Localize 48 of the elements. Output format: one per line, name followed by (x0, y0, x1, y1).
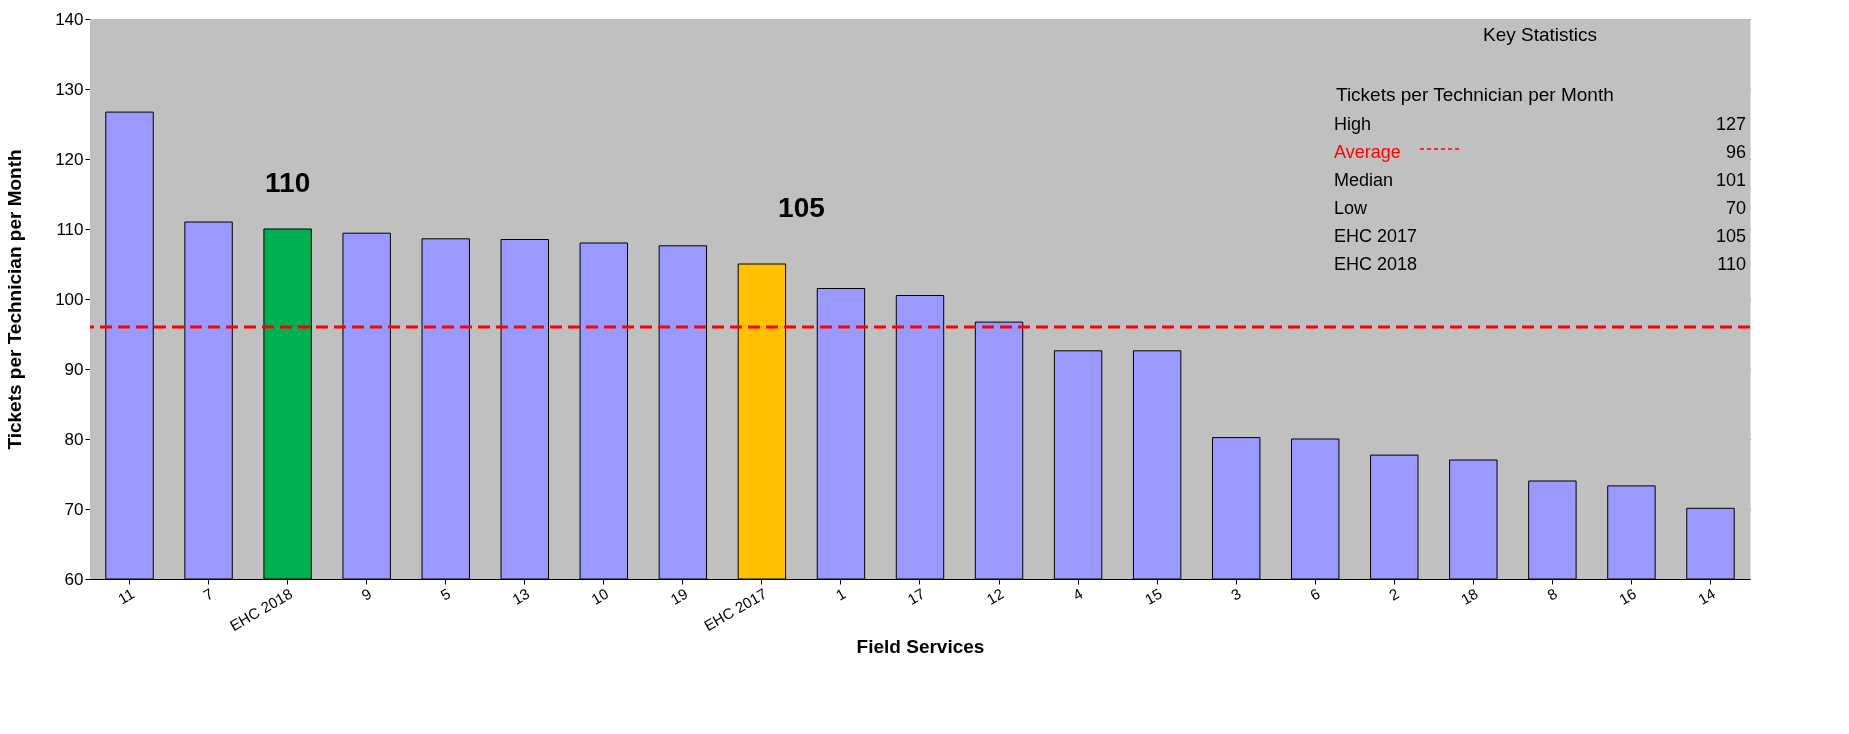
x-tick-label: 1 (832, 584, 849, 604)
x-tick-label: 13 (509, 584, 533, 608)
x-tick-label: EHC 2017 (700, 584, 770, 635)
annotation: High (1334, 114, 1372, 134)
x-tick-label: 18 (1457, 584, 1481, 608)
annotation: EHC 2018 (1334, 254, 1418, 274)
x-tick-label: 19 (667, 584, 691, 608)
x-tick-label: 16 (1615, 584, 1639, 608)
annotation: 96 (1725, 142, 1746, 162)
annotation: Tickets per Technician per Month (1336, 84, 1614, 105)
y-tick-label: 120 (55, 149, 84, 169)
y-tick-label: 80 (64, 429, 84, 449)
x-tick-label: 9 (358, 584, 375, 604)
annotation: 110 (1717, 254, 1746, 274)
x-tick-label: 15 (1141, 584, 1165, 608)
annotation: 101 (1715, 170, 1746, 190)
annotation: 127 (1715, 114, 1746, 134)
y-tick-label: 90 (64, 359, 84, 379)
y-tick-label: 70 (64, 499, 84, 519)
annotation: 105 (1715, 226, 1746, 246)
x-axis-title: Field Services (856, 636, 985, 658)
x-tick-label: EHC 2018 (226, 584, 296, 635)
x-tick-label: 2 (1386, 584, 1402, 604)
annotation: Key Statistics (1482, 24, 1598, 45)
annotation: 110 (265, 167, 311, 198)
y-tick-label: 60 (64, 569, 84, 589)
annotation: Average (1334, 142, 1401, 162)
x-tick-label: 6 (1307, 584, 1323, 604)
x-tick-label: 10 (588, 584, 612, 608)
y-tick-label: 100 (55, 289, 84, 309)
x-tick-label: 11 (115, 584, 138, 608)
x-tick-label: 3 (1227, 584, 1244, 604)
x-tick-label: 14 (1695, 584, 1718, 608)
y-axis-title: Tickets per Technician per Month (4, 149, 26, 450)
y-tick-label: 140 (55, 9, 84, 29)
x-tick-label: 8 (1544, 584, 1560, 604)
annotation: 70 (1725, 198, 1746, 218)
annotation: 105 (778, 192, 825, 223)
annotation: Low (1334, 198, 1369, 218)
x-tick-label: 5 (437, 584, 454, 604)
x-tick-label: 17 (904, 584, 928, 608)
x-tick-label: 12 (983, 584, 1007, 608)
x-tick-label: 7 (200, 584, 217, 604)
annotation: EHC 2017 (1334, 226, 1418, 246)
y-tick-label: 110 (56, 219, 84, 239)
x-tick-label: 4 (1069, 584, 1086, 604)
annotation: Median (1334, 170, 1394, 190)
y-tick-label: 130 (55, 79, 84, 99)
